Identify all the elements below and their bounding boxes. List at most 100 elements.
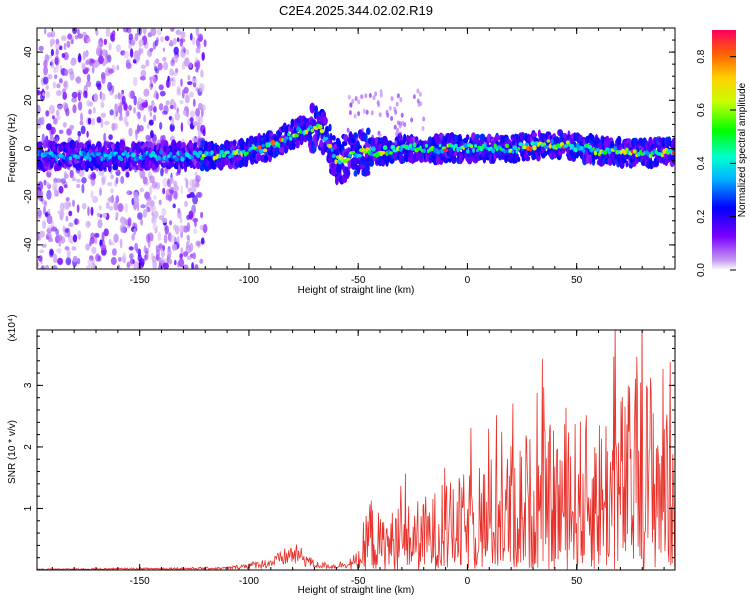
noise-blob [155, 58, 160, 64]
ridge-core-blob [218, 153, 222, 159]
ridge-core-blob [491, 148, 496, 154]
noise-blob [183, 86, 189, 94]
ridge-core-blob [463, 142, 469, 149]
noise-blob [138, 48, 142, 56]
noise-blob [181, 45, 186, 53]
noise-blob [173, 190, 178, 200]
ridge-core-blob [270, 139, 276, 146]
noise-blob [199, 224, 204, 231]
noise-blob [72, 199, 75, 207]
ridge-core-blob [369, 152, 374, 157]
ridge-core-blob [532, 145, 537, 151]
noise-blob [105, 201, 110, 209]
y-tick-label: 3 [23, 382, 34, 388]
noise-blob [98, 205, 102, 211]
colorbar-tick-label: 0.8 [696, 49, 707, 63]
noise-blob [153, 76, 157, 84]
noise-blob [128, 33, 133, 41]
noise-blob [192, 138, 199, 143]
noise-blob [192, 98, 196, 107]
noise-blob [91, 117, 96, 126]
noise-blob [38, 45, 44, 52]
ridge-core-blob [258, 148, 264, 154]
noise-blob [145, 233, 151, 243]
faint-blob [360, 94, 364, 100]
noise-blob [101, 176, 106, 186]
noise-blob [88, 109, 92, 115]
noise-blob [137, 111, 141, 120]
noise-blob [62, 122, 67, 128]
noise-blob [100, 92, 106, 102]
noise-blob [123, 103, 128, 111]
ridge-halo-blob [457, 134, 462, 143]
faint-blob [390, 116, 394, 121]
noise-blob [126, 261, 131, 269]
noise-blob [160, 36, 165, 43]
noise-blob [164, 35, 170, 41]
noise-blob [152, 114, 157, 122]
ridge-core-blob [380, 150, 386, 155]
noise-blob [200, 69, 204, 78]
noise-blob [139, 187, 144, 193]
colorbar-tick-label: 0.2 [696, 209, 707, 223]
snr-frame [36, 329, 676, 571]
x-tick-label: -100 [239, 576, 259, 587]
noise-blob [92, 196, 99, 203]
noise-blob [151, 181, 158, 189]
noise-blob [56, 234, 63, 242]
ridge-halo-blob [195, 161, 201, 170]
noise-blob [99, 187, 102, 196]
noise-blob [50, 30, 56, 38]
noise-blob [63, 81, 67, 88]
noise-blob [143, 254, 147, 262]
x-tick-label: 50 [571, 576, 583, 587]
x-tick-label: -50 [351, 576, 366, 587]
noise-blob [194, 61, 199, 68]
ridge-core-blob [382, 145, 388, 151]
noise-blob [43, 205, 46, 215]
y-tick-label: 20 [23, 94, 34, 106]
noise-blob [143, 114, 147, 123]
noise-blob [135, 130, 138, 141]
noise-blob [121, 95, 126, 105]
noise-blob [117, 105, 123, 114]
ridge-core-blob [159, 149, 163, 155]
x-tick-label: -50 [351, 275, 366, 286]
ridge-halo-blob [466, 156, 473, 165]
ridge-core-blob [424, 143, 428, 148]
noise-blob [91, 246, 97, 255]
noise-blob [189, 33, 193, 41]
ridge-core-blob [515, 149, 519, 154]
ridge-halo-blob [295, 140, 300, 149]
ridge-halo-blob [248, 135, 255, 145]
noise-blob [62, 181, 68, 187]
noise-blob [69, 169, 74, 179]
noise-blob [86, 221, 91, 227]
noise-blob [77, 135, 81, 143]
noise-blob [81, 177, 87, 184]
noise-blob [165, 100, 170, 106]
noise-blob [79, 120, 84, 126]
noise-blob [197, 121, 201, 127]
noise-blob [57, 257, 63, 265]
noise-blob [96, 212, 101, 218]
noise-blob [179, 253, 183, 259]
noise-blob [140, 126, 144, 132]
noise-blob [149, 185, 153, 196]
ridge-core-blob [548, 143, 552, 149]
y-tick-label: 1 [23, 505, 34, 511]
colorbar-ticks: 0.0 0.2 0.4 0.6 0.8 [696, 49, 736, 277]
noise-blob [64, 69, 69, 77]
ridge-halo-blob [494, 134, 500, 141]
noise-blob [58, 185, 64, 194]
noise-blob [191, 204, 197, 215]
noise-blob [52, 136, 58, 142]
noise-blob [173, 55, 179, 63]
y-tick-label: 2 [23, 444, 34, 450]
noise-blob [162, 187, 166, 195]
ridge-core-blob [410, 147, 415, 151]
ridge-core-blob [68, 156, 72, 161]
ridge-core-blob [210, 150, 214, 155]
ridge-core-blob [119, 157, 124, 162]
